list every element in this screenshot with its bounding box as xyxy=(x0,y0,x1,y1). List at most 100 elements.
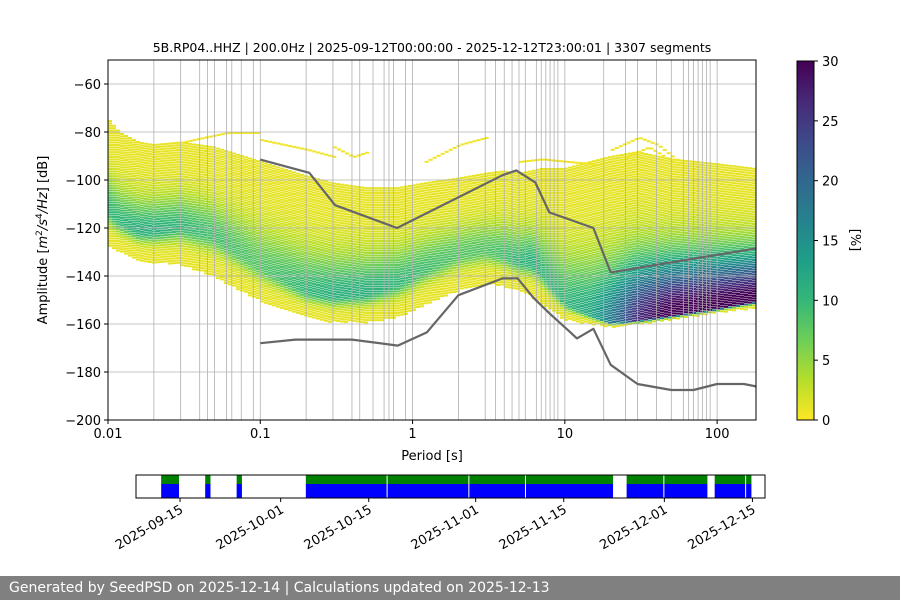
density-cell xyxy=(328,181,332,184)
density-cell xyxy=(356,313,360,316)
density-cell xyxy=(252,259,256,262)
density-cell xyxy=(288,261,292,264)
density-cell xyxy=(316,257,320,260)
density-cell xyxy=(344,304,348,307)
density-cell xyxy=(248,162,252,165)
density-cell xyxy=(360,260,364,263)
density-cell xyxy=(252,264,256,267)
density-cell xyxy=(260,252,264,255)
density-cell xyxy=(232,183,236,186)
density-cell xyxy=(132,196,136,199)
density-cell xyxy=(164,231,168,234)
density-cell xyxy=(336,269,340,272)
density-cell xyxy=(228,216,232,219)
density-cell xyxy=(272,177,276,180)
density-cell xyxy=(464,241,468,244)
density-cell xyxy=(288,266,292,269)
density-cell xyxy=(220,259,224,262)
density-cell xyxy=(220,208,224,211)
density-cell xyxy=(324,209,328,212)
density-cell xyxy=(288,189,292,192)
density-cell xyxy=(244,163,248,166)
density-cell xyxy=(384,264,388,266)
density-cell xyxy=(180,256,184,259)
density-cell xyxy=(132,167,136,170)
density-cell xyxy=(240,164,244,167)
density-cell xyxy=(368,264,372,266)
density-cell xyxy=(272,193,276,196)
density-cell xyxy=(260,199,264,202)
density-cell xyxy=(344,227,348,230)
density-cell xyxy=(216,181,220,184)
density-cell xyxy=(364,247,368,250)
density-cell xyxy=(344,321,348,324)
density-cell xyxy=(144,250,148,253)
density-cell xyxy=(440,278,444,281)
density-cell xyxy=(308,233,312,236)
density-cell xyxy=(288,254,292,257)
density-cell xyxy=(108,215,112,218)
density-cell xyxy=(472,249,476,252)
density-cell xyxy=(340,260,344,263)
density-cell xyxy=(376,247,380,250)
density-cell xyxy=(216,190,220,193)
density-cell xyxy=(268,295,272,298)
density-cell xyxy=(204,166,208,169)
density-cell xyxy=(252,286,256,289)
density-cell xyxy=(380,319,384,322)
density-cell xyxy=(168,183,172,186)
density-cell xyxy=(256,248,260,251)
density-cell xyxy=(388,300,392,302)
density-cell xyxy=(300,183,304,186)
density-cell xyxy=(120,202,124,205)
density-cell xyxy=(252,250,256,253)
density-cell xyxy=(280,174,284,177)
density-cell xyxy=(360,232,364,235)
density-cell xyxy=(204,150,208,153)
density-cell xyxy=(272,244,276,247)
density-cell xyxy=(320,280,324,283)
density-cell xyxy=(424,220,428,223)
density-cell xyxy=(332,304,336,307)
density-cell xyxy=(228,283,232,286)
density-cell xyxy=(140,182,144,185)
density-cell xyxy=(268,219,272,222)
density-cell xyxy=(284,296,288,299)
density-cell xyxy=(444,236,448,239)
density-cell xyxy=(260,269,264,272)
density-cell xyxy=(344,309,348,312)
density-cell xyxy=(248,236,252,239)
density-cell xyxy=(400,272,404,275)
density-cell xyxy=(424,278,428,281)
density-cell xyxy=(316,226,320,229)
density-cell xyxy=(188,217,192,220)
density-cell xyxy=(160,256,164,259)
density-cell xyxy=(280,266,284,269)
density-cell xyxy=(224,176,228,179)
density-cell xyxy=(176,151,180,154)
density-cell xyxy=(432,289,436,292)
density-cell xyxy=(220,230,224,233)
density-cell xyxy=(328,294,332,297)
density-cell xyxy=(224,255,228,258)
density-cell xyxy=(176,187,180,190)
density-cell xyxy=(276,279,280,282)
density-cell xyxy=(372,280,376,283)
density-cell xyxy=(352,204,356,207)
density-cell xyxy=(460,224,464,227)
density-cell xyxy=(456,283,460,286)
density-cell xyxy=(212,194,216,197)
density-cell xyxy=(328,246,332,249)
density-cell xyxy=(276,166,280,169)
density-cell xyxy=(300,233,304,236)
density-cell xyxy=(256,210,260,213)
density-cell xyxy=(324,180,328,183)
density-cell xyxy=(276,183,280,186)
density-cell xyxy=(316,178,320,181)
density-cell xyxy=(376,266,380,269)
density-cell xyxy=(272,203,276,206)
density-cell xyxy=(420,190,424,193)
density-cell xyxy=(392,249,396,252)
density-cell xyxy=(112,247,116,250)
density-cell xyxy=(252,240,256,243)
